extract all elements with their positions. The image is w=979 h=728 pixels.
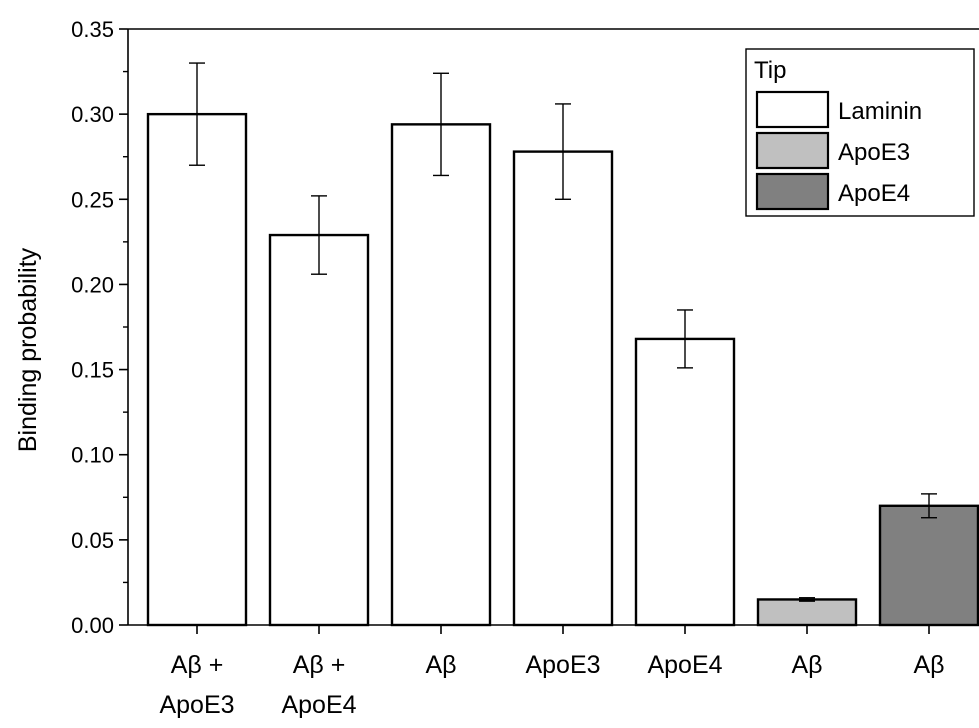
bar — [390, 123, 492, 627]
y-ticks-group: 0.00 0.05 0.10 0.15 0.20 0.25 0.30 0.35 — [71, 17, 128, 638]
x-tick-label: ApoE4 — [647, 651, 722, 679]
x-tick-label: Aβ — [425, 651, 456, 679]
y-axis-title: Binding probability — [14, 247, 42, 452]
error-bars-group — [189, 62, 937, 602]
y-tick-label: 0.15 — [71, 358, 114, 383]
bar — [634, 337, 736, 627]
bar — [512, 150, 614, 627]
legend-swatch — [755, 90, 830, 129]
y-tick-label: 0.00 — [71, 613, 114, 638]
legend-entry-label: ApoE3 — [838, 139, 910, 166]
x-tick-label: Aβ + — [171, 651, 224, 679]
legend: Tip Laminin ApoE3 ApoE4 — [745, 48, 975, 217]
x-tick-label: Aβ — [791, 651, 822, 679]
y-tick-label: 0.20 — [71, 272, 114, 297]
y-tick-label: 0.10 — [71, 443, 114, 468]
bar — [756, 598, 858, 627]
x-ticks-group: Aβ + ApoE3 Aβ + ApoE4 Aβ ApoE3 ApoE4 Aβ Aβ — [159, 625, 945, 719]
bars-group — [146, 112, 979, 627]
x-tick-label: Aβ + — [293, 651, 346, 679]
x-tick-label: ApoE3 — [525, 651, 600, 679]
x-tick-label: ApoE4 — [281, 691, 356, 719]
bar — [268, 233, 370, 627]
x-tick-label: ApoE3 — [159, 691, 234, 719]
legend-entries: Laminin ApoE3 ApoE4 — [755, 90, 922, 211]
legend-swatch — [755, 172, 830, 211]
legend-entry-label: Laminin — [838, 98, 922, 125]
bar — [146, 112, 248, 627]
y-tick-label: 0.35 — [71, 17, 114, 42]
y-tick-label: 0.05 — [71, 528, 114, 553]
x-tick-label: Aβ — [913, 651, 944, 679]
legend-swatch — [755, 131, 830, 170]
legend-title: Tip — [754, 57, 786, 84]
y-tick-label: 0.25 — [71, 187, 114, 212]
bar — [878, 504, 979, 627]
legend-entry-label: ApoE4 — [838, 180, 910, 207]
y-tick-label: 0.30 — [71, 102, 114, 127]
